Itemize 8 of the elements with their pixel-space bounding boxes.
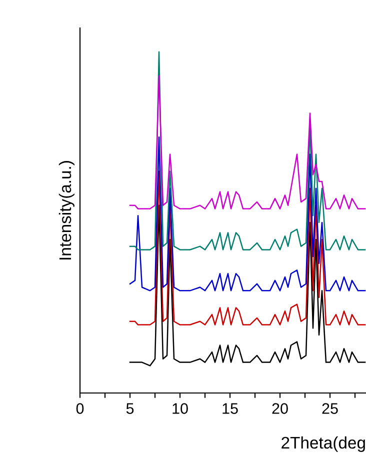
x-tick-label: 20 <box>272 403 288 414</box>
x-tick-label: 10 <box>172 403 188 414</box>
x-tick-label: 25 <box>322 403 338 414</box>
y-axis-title: Intensity(a.u.) <box>58 161 74 260</box>
x-axis-title: 2Theta(deg <box>282 436 365 452</box>
x-tick-label: 15 <box>222 403 238 414</box>
x-tick-label: 0 <box>76 403 84 414</box>
x-tick-label: 5 <box>126 403 134 414</box>
